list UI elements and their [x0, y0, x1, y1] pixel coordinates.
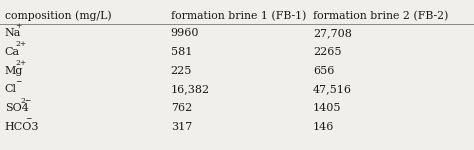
Text: 2265: 2265 [313, 47, 341, 57]
Text: formation brine 2 (FB-2): formation brine 2 (FB-2) [313, 11, 448, 21]
Text: Ca: Ca [5, 47, 20, 57]
Text: HCO3: HCO3 [5, 122, 39, 132]
Text: 1405: 1405 [313, 103, 341, 113]
Text: 2+: 2+ [15, 40, 27, 48]
Text: SO4: SO4 [5, 103, 28, 113]
Text: 656: 656 [313, 66, 334, 75]
Text: 146: 146 [313, 122, 334, 132]
Text: +: + [15, 22, 21, 30]
Text: composition (mg/L): composition (mg/L) [5, 11, 111, 21]
Text: −: − [15, 78, 21, 86]
Text: 16,382: 16,382 [171, 84, 210, 94]
Text: 762: 762 [171, 103, 192, 113]
Text: 581: 581 [171, 47, 192, 57]
Text: Na: Na [5, 28, 21, 38]
Text: 2+: 2+ [15, 59, 27, 67]
Text: −: − [26, 116, 32, 123]
Text: 27,708: 27,708 [313, 28, 352, 38]
Text: 47,516: 47,516 [313, 84, 352, 94]
Text: formation brine 1 (FB-1): formation brine 1 (FB-1) [171, 11, 306, 21]
Text: Mg: Mg [5, 66, 23, 75]
Text: 317: 317 [171, 122, 192, 132]
Text: 9960: 9960 [171, 28, 199, 38]
Text: Cl: Cl [5, 84, 17, 94]
Text: 225: 225 [171, 66, 192, 75]
Text: 2−: 2− [20, 97, 32, 105]
